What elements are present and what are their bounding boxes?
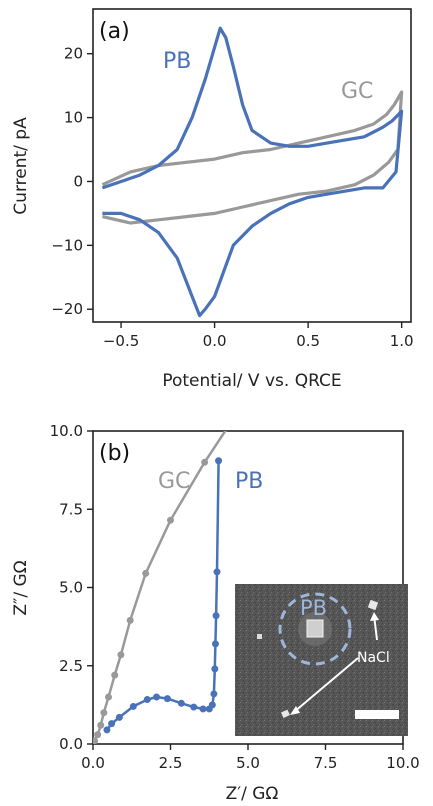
y-tick-label: 7.5	[59, 500, 83, 518]
y-tick-label: 10	[64, 109, 83, 127]
series-label-gc-b: GC	[158, 469, 190, 494]
panel-b-xlabel: Z′/ GΩ	[226, 784, 279, 804]
data-point-gc	[142, 569, 150, 577]
data-point-gc	[94, 731, 102, 739]
data-point-pb	[211, 665, 219, 673]
data-point-gc	[97, 721, 105, 729]
data-point-pb	[103, 726, 111, 734]
data-point-gc	[126, 616, 134, 624]
panel-b-label: (b)	[99, 441, 130, 466]
y-tick-label: 20	[64, 45, 83, 63]
panel-a-xlabel: Potential/ V vs. QRCE	[162, 371, 341, 391]
data-point-pb	[199, 705, 207, 713]
x-tick-label: 10.0	[386, 754, 419, 772]
x-tick-label: 7.5	[314, 754, 338, 772]
inset-arrowhead-1	[370, 612, 379, 621]
x-tick-label: 5.0	[236, 754, 260, 772]
inset-speck	[257, 634, 262, 639]
panel-b: (b) 0.0 2.5 5.0 7.5 10.00.02.55.07.510.0 GC …	[11, 422, 420, 804]
x-tick-label: 0.0	[81, 754, 105, 772]
inset-arrowhead-2	[290, 706, 300, 715]
panel-a-ylabel: Current/ pA	[11, 117, 31, 215]
inset-label-pb: PB	[300, 596, 327, 620]
data-point-pb	[190, 703, 198, 711]
data-point-pb	[115, 713, 123, 721]
inset-label-nacl: NaCl	[357, 650, 390, 666]
data-point-pb	[215, 457, 223, 465]
inset-micrograph: PB NaCl	[235, 584, 408, 736]
series-line-gc	[101, 90, 404, 225]
x-tick-label: 0.0	[203, 332, 227, 350]
x-tick-label: 2.5	[159, 754, 183, 772]
panel-a-label: (a)	[99, 19, 130, 44]
panel-a-series	[101, 26, 404, 318]
panel-b-series	[93, 431, 227, 744]
inset-nacl-crystal-1	[367, 599, 379, 611]
y-tick-label: 0.0	[59, 735, 83, 753]
inset-scale-bar	[355, 710, 399, 719]
panel-a: (a) −0.5 0.0 0.5 1.0 −20 −10 0 10 20 PB GC Poten…	[11, 8, 414, 391]
y-tick-label: 0	[73, 172, 83, 190]
data-point-pb	[177, 699, 185, 707]
y-tick-label: −20	[51, 300, 83, 318]
data-point-pb	[163, 695, 171, 703]
data-point-gc	[201, 458, 209, 466]
data-point-gc	[167, 516, 174, 524]
series-line-pb	[105, 460, 220, 731]
data-point-pb	[129, 702, 137, 710]
y-tick-label: 10.0	[50, 422, 83, 440]
inset-pb-crystal	[306, 619, 324, 638]
data-point-gc	[117, 651, 125, 659]
inset-arrow-2	[293, 657, 359, 713]
data-point-gc	[100, 709, 108, 717]
panel-b-ylabel: Z″/ GΩ	[11, 560, 31, 615]
data-point-pb	[213, 568, 221, 576]
series-line-pb	[101, 26, 404, 318]
inset-nacl-crystal-2	[281, 709, 290, 718]
x-tick-label: 1.0	[390, 332, 414, 350]
y-tick-label: 2.5	[59, 657, 83, 675]
y-tick-label: −10	[51, 236, 83, 254]
panel-b-ticks: 0.0 2.5 5.0 7.5 10.0 0.0 2.5 5.0 7.5 10.0	[50, 422, 420, 772]
y-tick-label: 5.0	[59, 579, 83, 597]
data-point-pb	[210, 690, 218, 698]
data-point-pb	[108, 720, 116, 728]
data-point-gc	[93, 737, 99, 744]
series-label-pb-b: PB	[235, 469, 263, 494]
data-point-gc	[111, 671, 119, 679]
data-point-pb	[211, 640, 219, 648]
panel-a-frame	[92, 8, 412, 323]
data-point-pb	[212, 612, 220, 620]
panel-a-ticks: −0.5 0.0 0.5 1.0 −20 −10 0 10 20	[51, 45, 413, 350]
series-label-gc-a: GC	[341, 79, 373, 104]
series-label-pb-a: PB	[163, 49, 191, 74]
x-tick-label: −0.5	[103, 332, 139, 350]
data-point-gc	[105, 693, 112, 701]
inset-dashed-ring	[278, 592, 352, 666]
x-tick-label: 0.5	[296, 332, 320, 350]
data-point-pb	[143, 696, 151, 704]
data-point-pb	[153, 693, 161, 701]
data-point-pb	[208, 701, 216, 709]
